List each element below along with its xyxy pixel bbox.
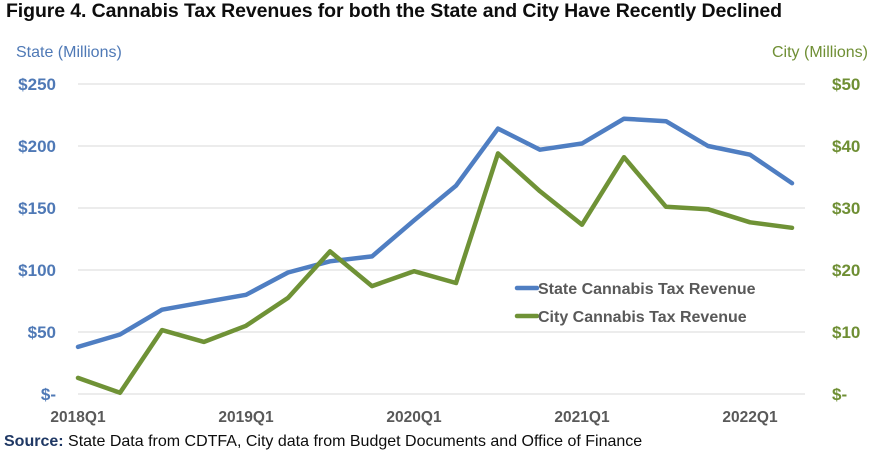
x-axis-tick-label: 2019Q1 bbox=[218, 409, 274, 426]
left-axis-tick-label: $50 bbox=[28, 323, 56, 342]
left-axis-title: State (Millions) bbox=[16, 44, 122, 61]
right-axis-tick-label: $50 bbox=[832, 75, 860, 94]
right-axis-tick-label: $30 bbox=[832, 199, 860, 218]
source-text: State Data from CDTFA, City data from Bu… bbox=[63, 433, 643, 450]
left-axis-tick-label: $150 bbox=[18, 199, 56, 218]
right-axis-tick-label: $- bbox=[832, 385, 847, 404]
series-lines bbox=[75, 116, 795, 396]
x-axis-ticks: 2018Q1 2019Q1 2020Q1 2021Q1 2022Q1 bbox=[50, 409, 778, 426]
left-axis-tick-label: $250 bbox=[18, 75, 56, 94]
legend-label-city: City Cannabis Tax Revenue bbox=[538, 309, 747, 326]
x-axis-tick-label: 2018Q1 bbox=[50, 409, 106, 426]
x-axis-tick-label: 2020Q1 bbox=[386, 409, 442, 426]
left-axis-tick-label: $200 bbox=[18, 137, 56, 156]
right-axis-tick-label: $10 bbox=[832, 323, 860, 342]
x-axis-tick-label: 2022Q1 bbox=[722, 409, 778, 426]
state-revenue-line bbox=[75, 116, 795, 350]
source-label: Source: bbox=[4, 433, 64, 450]
source-note: Source: State Data from CDTFA, City data… bbox=[4, 433, 642, 451]
legend-label-state: State Cannabis Tax Revenue bbox=[538, 281, 756, 298]
right-axis-tick-label: $20 bbox=[832, 261, 860, 280]
city-revenue-line bbox=[75, 151, 795, 396]
right-axis-title: City (Millions) bbox=[772, 44, 868, 61]
legend: State Cannabis Tax Revenue City Cannabis … bbox=[514, 281, 756, 326]
right-axis-tick-label: $40 bbox=[832, 137, 860, 156]
left-axis-tick-label: $- bbox=[41, 385, 56, 404]
left-axis-ticks: $- $50 $100 $150 $200 $250 bbox=[18, 75, 56, 404]
left-axis-tick-label: $100 bbox=[18, 261, 56, 280]
gridlines bbox=[78, 83, 805, 395]
right-axis-ticks: $- $10 $20 $30 $40 $50 bbox=[832, 75, 860, 404]
chart-title: Figure 4. Cannabis Tax Revenues for both… bbox=[6, 0, 782, 22]
x-axis-tick-label: 2021Q1 bbox=[554, 409, 610, 426]
